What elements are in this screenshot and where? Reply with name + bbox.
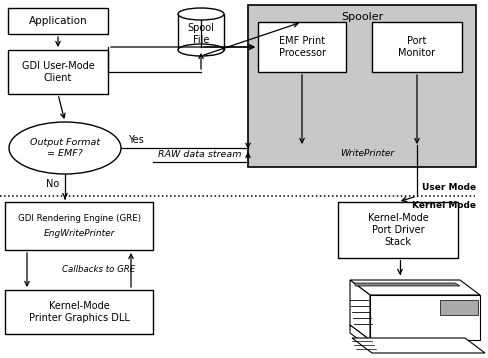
Text: Kernel-Mode
Printer Graphics DLL: Kernel-Mode Printer Graphics DLL [29, 301, 129, 323]
Polygon shape [350, 280, 480, 295]
Bar [5, 290, 153, 334]
Ellipse shape [9, 122, 121, 174]
Polygon shape [350, 325, 370, 348]
Text: Output Format
= EMF?: Output Format = EMF? [30, 138, 100, 158]
Text: No: No [46, 179, 60, 189]
Text: User Mode: User Mode [422, 183, 476, 192]
Bar [372, 22, 462, 72]
Ellipse shape [178, 44, 224, 56]
Bar [258, 22, 346, 72]
Polygon shape [350, 280, 370, 340]
Text: GDI User-Mode
Client: GDI User-Mode Client [21, 61, 94, 83]
Text: Port
Monitor: Port Monitor [398, 36, 436, 58]
Text: Yes: Yes [128, 135, 144, 145]
Polygon shape [352, 338, 485, 353]
Text: Kernel-Mode
Port Driver
Stack: Kernel-Mode Port Driver Stack [367, 213, 428, 247]
Text: EMF Print
Processor: EMF Print Processor [279, 36, 325, 58]
Bar [338, 202, 458, 258]
Text: Application: Application [29, 16, 87, 26]
Text: RAW data stream: RAW data stream [158, 150, 242, 159]
Text: Kernel Mode: Kernel Mode [412, 200, 476, 209]
Text: Callbacks to GRE: Callbacks to GRE [62, 266, 136, 275]
Text: GDI Rendering Engine (GRE): GDI Rendering Engine (GRE) [18, 213, 141, 223]
Ellipse shape [178, 8, 224, 20]
Polygon shape [440, 300, 478, 315]
Bar [8, 8, 108, 34]
Bar [178, 14, 224, 50]
Bar [248, 5, 476, 167]
Bar [5, 202, 153, 250]
Text: EngWritePrinter: EngWritePrinter [43, 228, 115, 237]
Polygon shape [355, 283, 460, 286]
Bar [8, 50, 108, 94]
Text: WritePrinter: WritePrinter [340, 149, 394, 158]
Polygon shape [370, 295, 480, 340]
Text: Spooler: Spooler [341, 12, 383, 22]
Text: Spool
File: Spool File [187, 23, 214, 45]
